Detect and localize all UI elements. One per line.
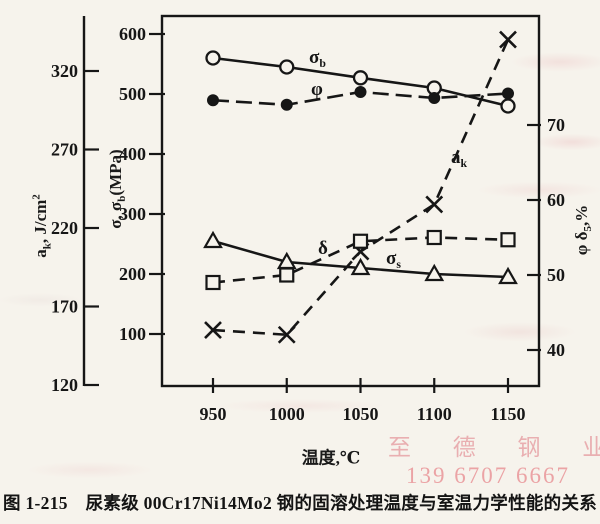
marker-x-cross <box>499 30 517 49</box>
ak-tick-label: 170 <box>51 297 78 317</box>
marker-open-circle <box>500 98 516 114</box>
x-tick-label: 950 <box>200 404 227 424</box>
marker-open-square <box>500 232 516 248</box>
sigma-tick-label: 400 <box>119 144 146 164</box>
sigma-tick-label: 600 <box>119 24 146 44</box>
marker-filled-circle <box>428 92 441 104</box>
series-label-sigma_b: σb <box>309 47 326 70</box>
ak-tick-label: 120 <box>51 375 78 395</box>
series-label-a_k: ak <box>451 147 468 170</box>
marker-open-triangle <box>350 257 371 276</box>
pct-tick-label: 50 <box>547 265 565 285</box>
sigma-tick-label: 500 <box>119 84 146 104</box>
marker-filled-circle <box>354 86 367 98</box>
sigma-tick-label: 200 <box>119 264 146 284</box>
percent-axis-title: φ δ5,% <box>571 204 595 256</box>
marker-x-cross <box>277 325 296 344</box>
ak-axis-title: ak, J/cm2 <box>30 194 54 258</box>
ak-tick-label: 270 <box>51 140 78 160</box>
marker-open-circle <box>279 59 295 75</box>
marker-open-triangle <box>498 266 518 285</box>
marker-x-cross <box>425 195 444 214</box>
series-delta-line <box>212 236 509 284</box>
marker-filled-circle <box>502 87 514 100</box>
series-label-delta: δ <box>318 238 328 259</box>
series-label-phi: φ <box>311 79 323 100</box>
pct-tick-label: 60 <box>547 190 565 210</box>
marker-open-circle <box>205 50 221 66</box>
marker-open-square <box>352 233 369 249</box>
marker-x-cross <box>204 321 222 339</box>
series-label-sigma_s: σs <box>386 248 401 271</box>
x-axis-title: 温度,℃ <box>301 448 361 468</box>
marker-open-circle <box>352 70 369 86</box>
marker-open-triangle <box>276 251 297 270</box>
pct-tick-label: 70 <box>547 115 565 135</box>
marker-open-square <box>205 274 221 291</box>
x-tick-label: 1000 <box>269 404 305 424</box>
ak-tick-label: 320 <box>51 61 78 81</box>
marker-open-triangle <box>424 263 445 282</box>
sigma-tick-label: 300 <box>119 204 146 224</box>
sigma-tick-label: 100 <box>119 324 146 344</box>
figure-caption: 图 1-215 尿素级 00Cr17Ni14Mo2 钢的固溶处理温度与室温力学性… <box>3 493 598 513</box>
sigma-axis-title: σ, σb(MPa) <box>105 149 129 229</box>
marker-open-square <box>426 229 442 246</box>
ak-tick-label: 220 <box>51 218 78 238</box>
x-tick-label: 1150 <box>490 404 525 424</box>
x-tick-label: 1050 <box>343 404 379 424</box>
marker-filled-circle <box>280 98 293 111</box>
pct-tick-label: 40 <box>547 340 565 360</box>
marker-open-square <box>279 267 295 283</box>
marker-open-triangle <box>203 230 223 249</box>
x-tick-label: 1100 <box>417 404 452 424</box>
marker-filled-circle <box>207 94 219 107</box>
